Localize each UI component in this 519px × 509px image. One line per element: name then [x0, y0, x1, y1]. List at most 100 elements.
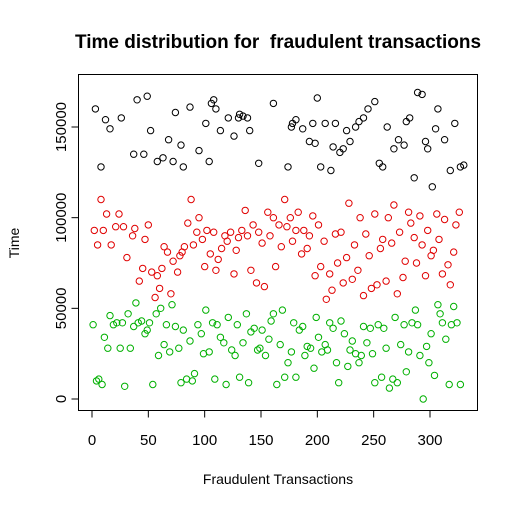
data-point: [90, 322, 96, 328]
data-point: [131, 151, 137, 157]
data-point: [365, 106, 371, 112]
data-point: [343, 254, 349, 260]
data-point: [132, 225, 138, 231]
y-tick-label: 150000: [53, 102, 70, 152]
data-point: [145, 222, 151, 228]
data-point: [426, 360, 432, 366]
data-point: [142, 236, 148, 242]
data-point: [315, 334, 321, 340]
data-point: [400, 274, 406, 280]
data-point: [170, 158, 176, 164]
data-point: [240, 340, 246, 346]
data-point: [441, 216, 447, 222]
x-tick-label: 250: [361, 432, 386, 449]
data-point: [436, 236, 442, 242]
data-point: [419, 242, 425, 248]
data-point: [407, 115, 413, 121]
data-point: [391, 146, 397, 152]
data-point: [349, 276, 355, 282]
data-point: [253, 280, 259, 286]
data-point: [312, 140, 318, 146]
data-point: [295, 209, 301, 215]
data-point: [447, 282, 453, 288]
data-point: [180, 164, 186, 170]
data-point: [259, 240, 265, 246]
data-point: [413, 260, 419, 266]
data-point: [457, 381, 463, 387]
data-point: [392, 314, 398, 320]
data-point: [338, 318, 344, 324]
data-point: [346, 200, 352, 206]
data-point: [278, 244, 284, 250]
data-point: [408, 220, 414, 226]
data-point: [360, 292, 366, 298]
data-point: [422, 273, 428, 279]
data-point: [306, 233, 312, 239]
data-point: [293, 117, 299, 123]
data-point: [267, 233, 273, 239]
data-point: [180, 327, 186, 333]
data-point: [372, 380, 378, 386]
data-point: [398, 341, 404, 347]
data-point: [131, 323, 137, 329]
data-point: [152, 294, 158, 300]
data-point: [384, 124, 390, 130]
data-point: [367, 325, 373, 331]
data-point: [232, 352, 238, 358]
data-point: [153, 311, 159, 317]
data-point: [217, 127, 223, 133]
data-point: [105, 345, 111, 351]
data-point: [204, 227, 210, 233]
data-point: [298, 251, 304, 257]
data-point: [277, 341, 283, 347]
data-point: [92, 106, 98, 112]
data-point: [224, 238, 230, 244]
data-point: [116, 211, 122, 217]
data-point: [141, 151, 147, 157]
data-point: [453, 222, 459, 228]
data-point: [170, 258, 176, 264]
data-point: [203, 307, 209, 313]
data-point: [356, 360, 362, 366]
data-point: [288, 349, 294, 355]
data-point: [194, 229, 200, 235]
data-point: [425, 227, 431, 233]
data-point: [302, 352, 308, 358]
x-tick-label: 0: [88, 432, 96, 449]
data-point: [417, 352, 423, 358]
data-point: [207, 251, 213, 257]
data-point: [304, 245, 310, 251]
y-tick-label: 0: [53, 395, 70, 403]
data-point: [355, 267, 361, 273]
data-point: [369, 351, 375, 357]
data-point: [318, 164, 324, 170]
data-point: [403, 369, 409, 375]
data-point: [213, 106, 219, 112]
data-point: [199, 236, 205, 242]
data-point: [91, 227, 97, 233]
data-point: [328, 167, 334, 173]
data-point: [322, 120, 328, 126]
data-point: [401, 322, 407, 328]
data-point: [372, 98, 378, 104]
data-point: [150, 381, 156, 387]
data-point: [301, 227, 307, 233]
data-point: [188, 196, 194, 202]
data-point: [98, 164, 104, 170]
data-point: [117, 345, 123, 351]
data-point: [196, 215, 202, 221]
data-point: [274, 381, 280, 387]
data-point: [245, 380, 251, 386]
data-point: [134, 97, 140, 103]
data-point: [434, 211, 440, 217]
data-point: [390, 376, 396, 382]
data-point: [163, 322, 169, 328]
data-point: [447, 167, 453, 173]
data-point: [250, 222, 256, 228]
data-point: [414, 322, 420, 328]
data-point: [165, 137, 171, 143]
data-point: [395, 137, 401, 143]
data-point: [270, 215, 276, 221]
data-point: [329, 287, 335, 293]
data-point: [206, 158, 212, 164]
